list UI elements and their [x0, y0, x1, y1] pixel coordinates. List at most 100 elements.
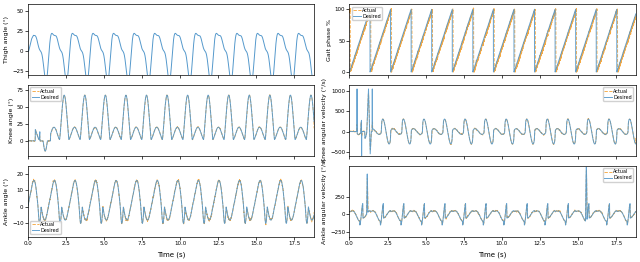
Desired: [184, 94, 191, 97]
Desired: [237, 185, 245, 188]
Line: Desired: Desired: [349, 167, 636, 225]
Desired: [517, 215, 525, 218]
Actual: [582, 169, 590, 172]
Actual: [581, 220, 589, 223]
Desired: [632, 12, 639, 15]
Desired: [455, 50, 463, 53]
Desired: [196, 181, 204, 184]
Desired: [581, 42, 589, 45]
Desired: [358, 154, 365, 157]
Actual: [210, 136, 218, 139]
Desired: [346, 70, 353, 74]
Actual: [24, 139, 31, 142]
Desired: [397, 37, 405, 40]
Actual: [237, 184, 245, 187]
Actual: [24, 204, 31, 208]
Desired: [133, 126, 141, 129]
Desired: [517, 48, 525, 52]
Desired: [581, 219, 589, 222]
Actual: [196, 181, 204, 184]
Y-axis label: Ankle angle (°): Ankle angle (°): [4, 178, 9, 225]
Actual: [346, 130, 353, 133]
Desired: [76, 138, 84, 141]
Actual: [397, 221, 405, 225]
Actual: [365, 92, 372, 95]
Line: Actual: Actual: [28, 179, 314, 225]
Actual: [133, 126, 141, 129]
Actual: [76, 137, 84, 140]
Desired: [582, 166, 590, 169]
Actual: [237, 129, 245, 133]
Actual: [532, 210, 540, 213]
Actual: [455, 131, 463, 134]
Desired: [397, 221, 405, 224]
Desired: [303, 222, 310, 225]
Legend: Actual, Desired: Actual, Desired: [352, 7, 382, 20]
Desired: [532, 67, 540, 70]
Y-axis label: Knee angular velocity (°/s): Knee angular velocity (°/s): [323, 78, 328, 162]
Desired: [196, 128, 204, 131]
Actual: [42, 150, 49, 153]
Actual: [266, 93, 273, 96]
Desired: [559, 217, 567, 220]
Desired: [76, 215, 84, 218]
Actual: [310, 127, 318, 130]
Line: Actual: Actual: [349, 94, 636, 150]
Actual: [518, 132, 525, 135]
Y-axis label: Thigh angle (°): Thigh angle (°): [4, 16, 9, 63]
Actual: [262, 223, 269, 226]
Desired: [42, 150, 49, 153]
Desired: [518, 132, 525, 135]
Actual: [310, 211, 318, 214]
Desired: [210, 200, 218, 203]
Line: Actual: Actual: [349, 171, 636, 225]
Desired: [24, 139, 31, 143]
Y-axis label: Ankle angular velocity (°/s): Ankle angular velocity (°/s): [323, 158, 328, 244]
Desired: [632, 143, 639, 146]
Desired: [455, 131, 463, 134]
Line: Desired: Desired: [28, 181, 314, 223]
Legend: Actual, Desired: Actual, Desired: [603, 87, 634, 101]
Desired: [559, 133, 567, 136]
Actual: [532, 68, 540, 72]
X-axis label: Time (s): Time (s): [479, 251, 507, 258]
Actual: [210, 201, 218, 204]
Actual: [455, 52, 463, 56]
Desired: [632, 210, 639, 213]
Actual: [196, 127, 204, 130]
Y-axis label: Knee angle (°): Knee angle (°): [9, 98, 14, 143]
Actual: [397, 39, 405, 42]
Actual: [398, 131, 406, 134]
Legend: Actual, Desired: Actual, Desired: [30, 87, 61, 101]
Desired: [133, 179, 141, 182]
Desired: [24, 205, 31, 209]
Actual: [593, 6, 601, 9]
Actual: [259, 134, 267, 137]
Actual: [259, 195, 267, 198]
Actual: [559, 217, 567, 220]
Actual: [133, 179, 141, 182]
Desired: [346, 210, 353, 213]
Actual: [517, 51, 525, 54]
Desired: [398, 131, 406, 134]
Line: Desired: Desired: [349, 89, 636, 156]
Desired: [353, 87, 361, 90]
Actual: [367, 148, 374, 151]
Desired: [310, 214, 318, 217]
Actual: [632, 16, 639, 19]
Desired: [581, 133, 589, 136]
Line: Desired: Desired: [28, 95, 314, 151]
Actual: [346, 211, 353, 214]
Desired: [346, 130, 353, 133]
Desired: [259, 195, 267, 198]
Desired: [210, 135, 218, 139]
X-axis label: Time (s): Time (s): [157, 251, 185, 258]
Line: Desired: Desired: [349, 9, 636, 72]
Desired: [532, 210, 540, 213]
Actual: [581, 133, 589, 136]
Line: Actual: Actual: [349, 8, 636, 72]
Desired: [215, 179, 223, 182]
Desired: [237, 130, 245, 133]
Desired: [455, 214, 463, 217]
Y-axis label: Gait phase %: Gait phase %: [327, 19, 332, 61]
